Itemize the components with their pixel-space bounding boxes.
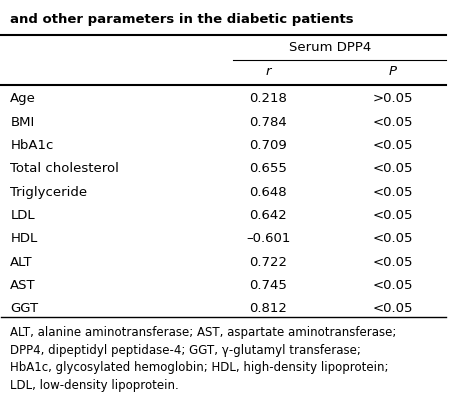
- Text: AST: AST: [10, 279, 36, 292]
- Text: BMI: BMI: [10, 115, 35, 129]
- Text: <0.05: <0.05: [373, 232, 413, 245]
- Text: <0.05: <0.05: [373, 279, 413, 292]
- Text: 0.745: 0.745: [249, 279, 287, 292]
- Text: <0.05: <0.05: [373, 209, 413, 222]
- Text: Triglyceride: Triglyceride: [10, 186, 87, 198]
- Text: <0.05: <0.05: [373, 256, 413, 269]
- Text: Total cholesterol: Total cholesterol: [10, 162, 119, 175]
- Text: Serum DPP4: Serum DPP4: [290, 41, 372, 54]
- Text: 0.642: 0.642: [249, 209, 287, 222]
- Text: ALT, alanine aminotransferase; AST, aspartate aminotransferase;
DPP4, dipeptidyl: ALT, alanine aminotransferase; AST, aspa…: [10, 326, 397, 392]
- Text: 0.709: 0.709: [249, 139, 287, 152]
- Text: Age: Age: [10, 92, 36, 105]
- Text: GGT: GGT: [10, 302, 38, 316]
- Text: >0.05: >0.05: [373, 92, 413, 105]
- Text: 0.648: 0.648: [249, 186, 287, 198]
- Text: r: r: [265, 65, 271, 78]
- Text: <0.05: <0.05: [373, 139, 413, 152]
- Text: HDL: HDL: [10, 232, 37, 245]
- Text: <0.05: <0.05: [373, 115, 413, 129]
- Text: HbA1c: HbA1c: [10, 139, 54, 152]
- Text: 0.655: 0.655: [249, 162, 287, 175]
- Text: 0.218: 0.218: [249, 92, 287, 105]
- Text: 0.784: 0.784: [249, 115, 287, 129]
- Text: 0.722: 0.722: [249, 256, 287, 269]
- Text: <0.05: <0.05: [373, 302, 413, 316]
- Text: <0.05: <0.05: [373, 186, 413, 198]
- Text: and other parameters in the diabetic patients: and other parameters in the diabetic pat…: [10, 12, 354, 26]
- Text: –0.601: –0.601: [246, 232, 291, 245]
- Text: 0.812: 0.812: [249, 302, 287, 316]
- Text: ALT: ALT: [10, 256, 33, 269]
- Text: P: P: [389, 65, 397, 78]
- Text: <0.05: <0.05: [373, 162, 413, 175]
- Text: LDL: LDL: [10, 209, 35, 222]
